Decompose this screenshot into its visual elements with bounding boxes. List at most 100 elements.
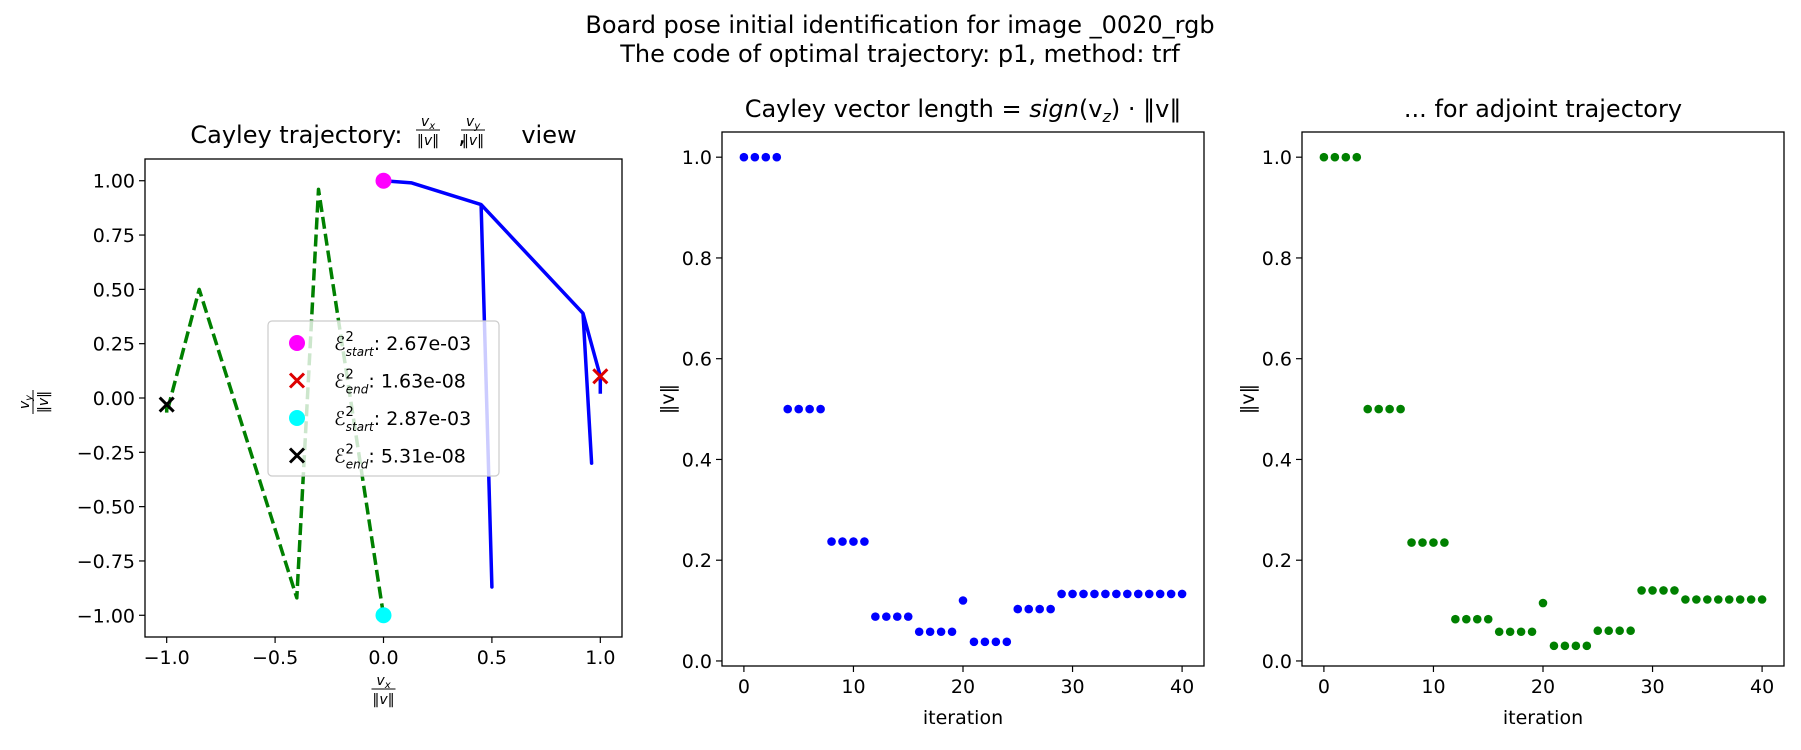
- y-tick-label: 0.8: [1262, 248, 1292, 270]
- data-point: [969, 637, 979, 647]
- trajectory-line: [383, 178, 603, 589]
- data-point: [783, 404, 793, 414]
- data-point: [1681, 595, 1690, 604]
- fraction-subscript: y: [473, 121, 481, 132]
- data-point: [1670, 586, 1679, 595]
- title-fraction-x: vx‖v‖: [416, 114, 440, 149]
- data-point: [1363, 404, 1373, 414]
- data-point: [1407, 538, 1416, 547]
- legend-marker-0: [289, 335, 305, 351]
- x-axis-label-denominator: ‖v‖: [372, 692, 394, 708]
- data-point: [1582, 641, 1592, 651]
- data-point: [1385, 404, 1394, 414]
- data-point: [1516, 627, 1526, 637]
- data-point: [991, 637, 1001, 647]
- legend-subscript: end: [346, 458, 369, 472]
- legend-label-0: ℰ2 start: 2.67e-03: [334, 330, 471, 359]
- x-axis-label: iteration: [1503, 707, 1583, 729]
- data-point: [1123, 589, 1132, 599]
- title-prefix: Cayley vector length =: [745, 95, 1030, 123]
- data-point: [1112, 589, 1121, 599]
- y-tick-label: 0.6: [1262, 349, 1292, 371]
- data-point: [1648, 586, 1657, 595]
- x-tick-label: 0: [1318, 676, 1330, 698]
- data-point: [1560, 641, 1570, 651]
- adjoint-length-plot: ... for adjoint trajectory 0 10 20 30 40 0.0 0.…: [1237, 95, 1785, 729]
- data-point: [1013, 604, 1023, 614]
- legend-box: [267, 320, 500, 477]
- data-point: [871, 612, 880, 621]
- data-point: [1166, 589, 1176, 599]
- data-point: [1757, 595, 1767, 604]
- axes-frame: [721, 131, 1205, 667]
- y-tick-label: 0.8: [682, 248, 712, 270]
- legend-label-2: ℰ2 start: 2.87e-03: [334, 405, 471, 434]
- data-point: [860, 537, 869, 546]
- data-point: [772, 152, 782, 162]
- y-tick-label: 0.2: [1262, 550, 1292, 572]
- data-point: [1735, 595, 1745, 604]
- norm-var: v: [469, 133, 478, 149]
- x-tick-label: 30: [1640, 676, 1664, 698]
- data-point: [1615, 626, 1624, 636]
- x-tick-label: 20: [1531, 676, 1555, 698]
- legend-subscript: start: [346, 420, 375, 434]
- title-fraction-x-denominator: ‖v‖: [417, 133, 439, 149]
- data-point: [1538, 598, 1548, 608]
- length-title: Cayley vector length = sign(vz) · ‖v‖: [745, 95, 1182, 126]
- x-tick-label: 0: [738, 676, 750, 698]
- norm-left: ‖: [417, 133, 424, 149]
- data-point: [750, 152, 760, 162]
- data-point: [1090, 589, 1099, 599]
- norm-right: ‖: [432, 133, 439, 149]
- legend-label-1: ℰ2 end: 1.63e-08: [334, 368, 466, 397]
- x-axis-label-numerator: vx: [376, 673, 390, 691]
- vector-length-plot: Cayley vector length = sign(vz) · ‖v‖ 0 10…: [657, 95, 1205, 729]
- y-tick-label: 0.00: [93, 388, 135, 410]
- norm-var: v: [424, 133, 433, 149]
- data-point: [892, 612, 902, 621]
- legend-marker-3: [288, 447, 306, 464]
- y-tick-label: 0.4: [682, 449, 712, 471]
- x-tick-label: 30: [1060, 676, 1084, 698]
- data-point: [761, 152, 771, 162]
- data-point: [1330, 152, 1340, 162]
- x-tick-label: 0.5: [477, 647, 507, 669]
- data-point: [805, 404, 814, 414]
- data-point: [1571, 641, 1581, 651]
- title-fraction-x-numerator: vx: [421, 114, 435, 132]
- legend-symbol: ℰ: [334, 408, 346, 430]
- data-point: [1068, 589, 1077, 599]
- title-prefix: Cayley trajectory:: [190, 121, 410, 149]
- y-axis-label: ‖v‖: [657, 384, 679, 414]
- data-point: [1440, 538, 1449, 547]
- y-tick-label: 1.00: [93, 171, 135, 193]
- data-point: [1703, 595, 1712, 604]
- data-point: [1057, 589, 1066, 599]
- trajectory-plot: Cayley trajectory: , viewvx‖v‖vy‖v‖−1.0−…: [17, 114, 623, 708]
- legend-symbol: ℰ: [334, 371, 346, 393]
- adjoint-title: ... for adjoint trajectory: [1404, 95, 1682, 123]
- data-point: [1494, 627, 1504, 637]
- legend-value: : 2.87e-03: [374, 408, 471, 430]
- x-tick-label: 40: [1170, 676, 1194, 698]
- norm-right: ‖: [388, 692, 395, 708]
- y-tick-label: −1.00: [77, 605, 135, 627]
- data-point: [882, 612, 891, 621]
- data-point: [1451, 614, 1460, 624]
- data-point: [1352, 152, 1362, 162]
- fraction-var: v: [17, 400, 33, 409]
- figure-title-line-1: Board pose initial identification for im…: [585, 11, 1214, 39]
- data-point: [1746, 595, 1756, 604]
- data-point: [1483, 614, 1493, 624]
- title-fraction-y-numerator: vy: [466, 114, 481, 132]
- fraction-subscript: x: [428, 121, 435, 132]
- fraction-var: v: [376, 673, 385, 689]
- x-tick-label: −0.5: [252, 647, 298, 669]
- x-tick-label: 10: [1421, 676, 1445, 698]
- data-point: [1472, 614, 1482, 624]
- x-tick-label: −1.0: [144, 647, 190, 669]
- y-tick-label: 0.50: [93, 279, 135, 301]
- fraction-subscript: y: [24, 394, 35, 402]
- data-point: [1374, 404, 1383, 414]
